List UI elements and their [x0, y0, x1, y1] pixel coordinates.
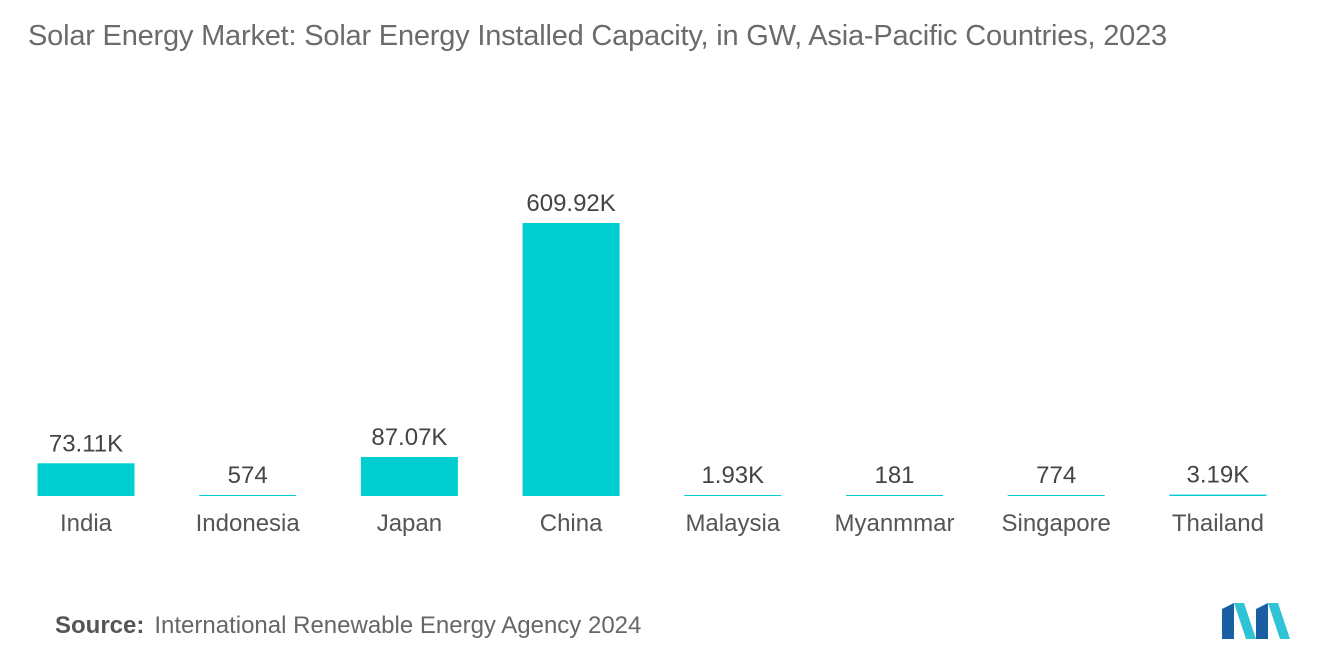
value-label-thailand: 3.19K: [1187, 462, 1250, 489]
source-label: Source:: [55, 612, 145, 639]
category-label-myanmmar: Myanmmar: [834, 510, 954, 537]
bar-indonesia: [199, 495, 297, 496]
source-text: International Renewable Energy Agency 20…: [154, 612, 642, 639]
bar-japan: [360, 457, 458, 496]
category-label-malaysia: Malaysia: [685, 510, 780, 537]
mordor-intelligence-logo-icon: [1222, 603, 1290, 639]
category-label-thailand: Thailand: [1172, 510, 1264, 537]
bar-myanmmar: [846, 495, 943, 496]
bar-china: [522, 223, 620, 496]
category-label-indonesia: Indonesia: [196, 510, 301, 537]
category-label-india: India: [60, 510, 113, 537]
value-label-indonesia: 574: [228, 462, 268, 489]
value-label-singapore: 774: [1036, 462, 1076, 489]
bar-malaysia: [684, 495, 782, 496]
category-label-japan: Japan: [377, 510, 442, 537]
category-label-singapore: Singapore: [1001, 510, 1110, 537]
value-labels-layer: 73.11K 574 87.07K 609.92K 1.93K 181 774 3.19K: [49, 190, 1249, 489]
value-label-japan: 87.07K: [371, 424, 447, 451]
bars-layer: [37, 223, 1267, 496]
value-label-china: 609.92K: [526, 190, 615, 217]
bar-thailand: [1169, 494, 1267, 496]
chart-title: Solar Energy Market: Solar Energy Instal…: [28, 20, 1167, 52]
value-label-myanmmar: 181: [874, 462, 914, 489]
category-labels-layer: India Indonesia Japan China Malaysia Myanmmar…: [60, 510, 1264, 537]
bar-india: [37, 463, 135, 496]
value-label-malaysia: 1.93K: [701, 462, 764, 489]
source-note: Source: International Renewable Energy Ag…: [55, 612, 641, 640]
value-label-india: 73.11K: [49, 430, 123, 457]
bar-singapore: [1007, 495, 1105, 496]
category-label-china: China: [540, 510, 603, 537]
